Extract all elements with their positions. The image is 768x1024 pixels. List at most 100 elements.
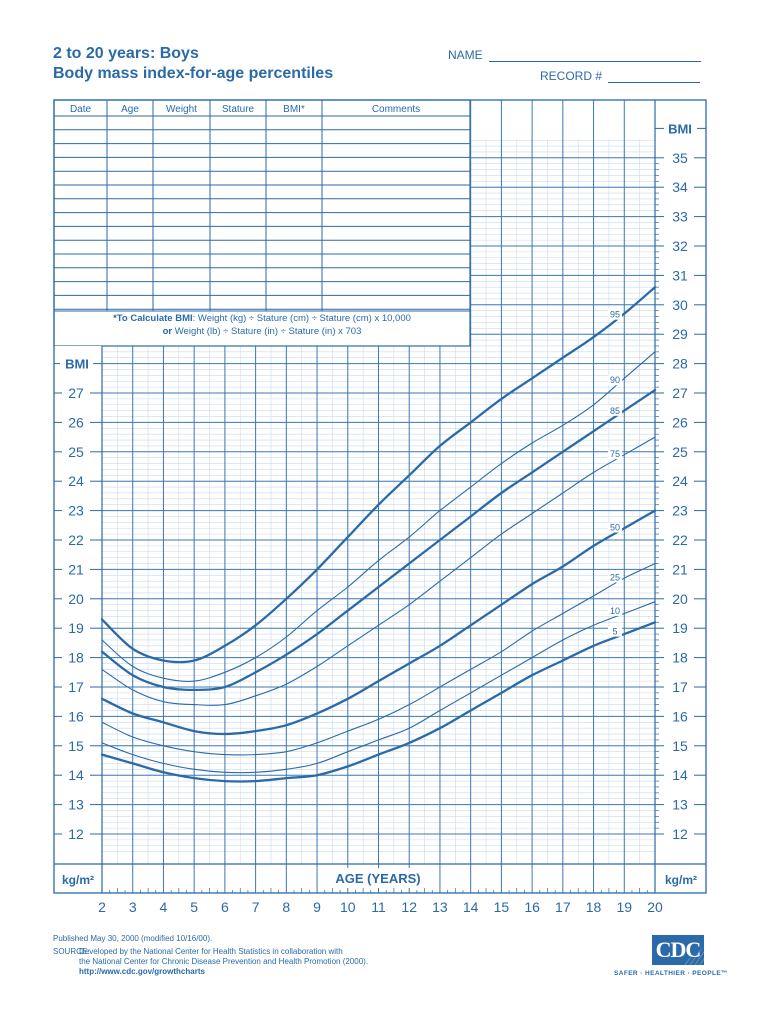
percentile-label-25: 25: [610, 573, 620, 583]
y-tick-left: 15: [68, 738, 84, 754]
y-axis-right: 12 13 14 15 16 17 18 19 20 21 22 23 24 25 26 27 28 29 30 31…: [655, 121, 706, 887]
y-axis-label-left: BMI: [65, 357, 89, 372]
y-tick-right: 27: [672, 385, 688, 401]
record-input-line[interactable]: [608, 70, 701, 83]
source-line-2: the National Center for Chronic Disease …: [79, 957, 369, 966]
percentile-curve-10: [101, 601, 656, 774]
y-tick-left: 25: [68, 444, 84, 460]
calc-note-line1: : Weight (kg) ÷ Stature (cm) ÷ Stature (…: [192, 313, 411, 324]
y-axis-label-right: BMI: [668, 121, 692, 136]
y-tick-right: 16: [672, 708, 688, 724]
calc-note-prefix: *To Calculate BMI: [113, 313, 193, 324]
table-header-date: Date: [70, 104, 92, 115]
x-tick: 9: [313, 899, 321, 915]
x-tick: 11: [371, 899, 386, 915]
y-tick-left: 22: [68, 532, 84, 548]
y-tick-right: 26: [672, 414, 688, 430]
percentile-curve-50: [100, 509, 657, 736]
y-axis-left: 12 13 14 15 16 17 18 19 20 21 22 23 24 25 26 27 BMI kg/m²: [54, 357, 102, 887]
y-tick-left: 23: [68, 503, 84, 519]
percentile-curve-85: [100, 388, 657, 692]
cdc-logo: CDC: [652, 935, 704, 965]
x-tick: 14: [463, 899, 479, 915]
percentile-label-75: 75: [610, 449, 620, 459]
x-tick: 17: [555, 899, 571, 915]
source-line-1: Developed by the National Center for Hea…: [79, 947, 343, 956]
x-tick: 10: [340, 899, 356, 915]
chart-frame: [53, 99, 707, 894]
y-tick-left: 12: [68, 826, 84, 842]
x-axis: AGE (YEARS) 2 3 4 5 6 7 8 9 10 11 12 13 14 15 16 17 18 19 2…: [98, 868, 663, 915]
y-tick-right: 32: [672, 238, 688, 254]
x-tick: 7: [252, 899, 260, 915]
y-tick-right: 13: [672, 797, 688, 813]
y-tick-right: 33: [672, 209, 688, 225]
y-tick-left: 21: [68, 561, 84, 577]
x-tick: 4: [160, 899, 168, 915]
percentile-label-85: 85: [610, 406, 620, 416]
percentile-label-50: 50: [610, 523, 620, 533]
percentile-curve-5: [100, 621, 657, 783]
percentile-label-5: 5: [613, 627, 618, 637]
y-tick-right: 17: [672, 679, 688, 695]
footer-source: Published May 30, 2000 (modified 10/16/0…: [53, 934, 368, 977]
source-label: SOURCE:: [53, 947, 90, 956]
y-tick-right: 28: [672, 356, 688, 372]
table-header-bmi: BMI*: [283, 104, 305, 115]
x-tick: 6: [221, 899, 229, 915]
y-tick-right: 30: [672, 297, 688, 313]
y-tick-left: 14: [68, 767, 84, 783]
name-input-line[interactable]: [488, 49, 701, 62]
y-tick-left: 18: [68, 650, 84, 666]
percentile-curve-95: [100, 286, 657, 664]
x-tick: 3: [129, 899, 137, 915]
x-tick: 5: [190, 899, 198, 915]
table-header-weight: Weight: [166, 104, 197, 115]
y-tick-left: 26: [68, 414, 84, 430]
record-table[interactable]: Date Age Weight Stature BMI* Comments: [53, 99, 471, 347]
y-tick-right: 19: [672, 620, 688, 636]
y-tick-left: 17: [68, 679, 84, 695]
calc-note-or: or: [162, 326, 173, 337]
x-tick: 16: [524, 899, 540, 915]
y-tick-right: 14: [672, 767, 688, 783]
table-header-comments: Comments: [372, 104, 420, 115]
y-tick-right: 22: [672, 532, 688, 548]
y-tick-left: 20: [68, 591, 84, 607]
y-tick-right: 24: [672, 473, 688, 489]
x-tick: 20: [647, 899, 663, 915]
y-tick-right: 29: [672, 326, 688, 342]
published-date: Published May 30, 2000 (modified 10/16/0…: [53, 934, 213, 943]
y-tick-left: 16: [68, 708, 84, 724]
x-tick: 8: [282, 899, 290, 915]
x-tick: 13: [432, 899, 448, 915]
growthcharts-link[interactable]: http://www.cdc.gov/growthcharts: [79, 967, 205, 976]
percentile-label-95: 95: [610, 310, 620, 320]
y-tick-right: 15: [672, 738, 688, 754]
name-field[interactable]: NAME: [448, 48, 701, 62]
bmi-calculation-note: *To Calculate BMI: Weight (kg) ÷ Stature…: [55, 312, 469, 338]
y-tick-right: 12: [672, 826, 688, 842]
y-tick-right: 35: [672, 150, 688, 166]
percentile-curves: 95 90 85 75 50 25 10 5: [100, 286, 657, 783]
x-tick: 12: [401, 899, 417, 915]
y-tick-right: 20: [672, 591, 688, 607]
x-tick: 15: [494, 899, 510, 915]
y-tick-left: 13: [68, 797, 84, 813]
x-tick: 2: [98, 899, 106, 915]
unit-label-right: kg/m²: [665, 873, 697, 887]
y-tick-right: 23: [672, 503, 688, 519]
y-tick-left: 24: [68, 473, 84, 489]
y-tick-right: 25: [672, 444, 688, 460]
record-field[interactable]: RECORD #: [540, 69, 701, 83]
cdc-logo-text: CDC: [655, 937, 702, 962]
table-header-stature: Stature: [222, 104, 255, 115]
y-tick-left: 27: [68, 385, 84, 401]
percentile-label-90: 90: [610, 375, 620, 385]
chart-title: 2 to 20 years: Boys Body mass index-for-…: [53, 44, 333, 84]
y-tick-right: 34: [672, 179, 688, 195]
y-tick-left: 19: [68, 620, 84, 636]
calc-note-line2: Weight (lb) ÷ Stature (in) ÷ Stature (in…: [172, 326, 362, 337]
title-line-1: 2 to 20 years: Boys: [53, 45, 199, 62]
